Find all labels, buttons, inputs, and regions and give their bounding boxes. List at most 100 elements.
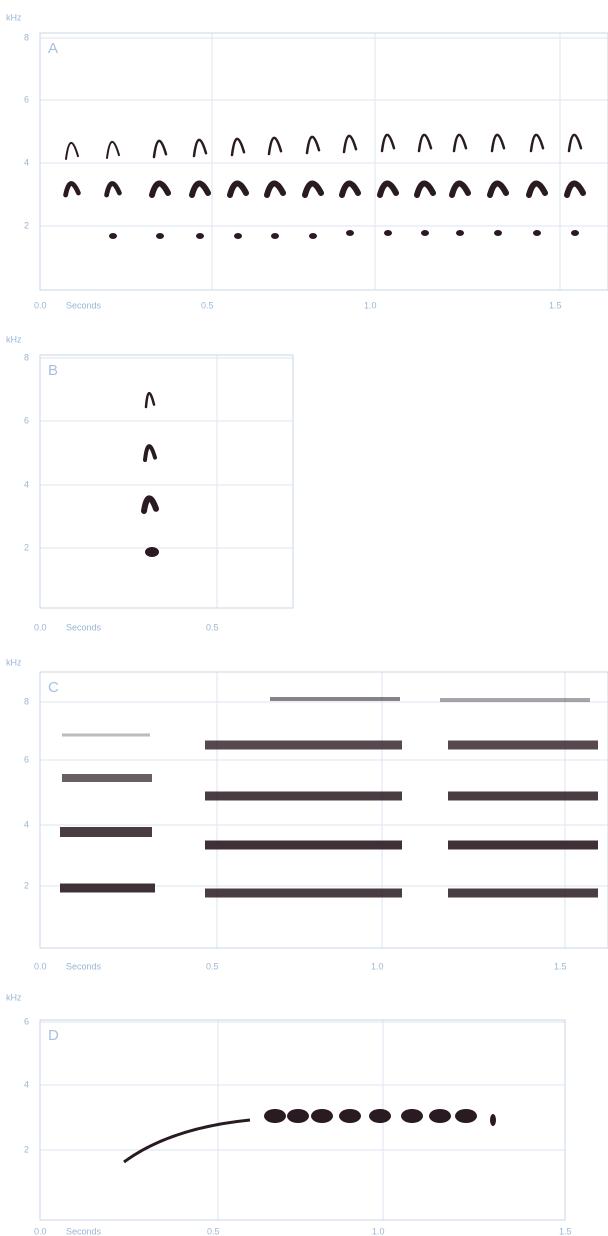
syllable-trace — [145, 446, 155, 460]
syllable-trace — [339, 1109, 361, 1123]
harmonic-band — [448, 792, 598, 801]
syllable-trace — [531, 135, 543, 151]
syllable-trace — [384, 230, 392, 236]
syllable-trace — [287, 1109, 309, 1123]
syllable-trace — [429, 1109, 451, 1123]
y-tick-label: 8 — [24, 352, 29, 362]
syllable-trace — [456, 230, 464, 236]
unit-label: kHz — [6, 992, 22, 1002]
syllable-trace — [567, 183, 583, 195]
x-unit-label: Seconds — [66, 300, 102, 310]
syllable-trace — [66, 143, 78, 159]
syllable-trace — [144, 498, 156, 511]
y-tick-label: 8 — [24, 32, 29, 42]
harmonic-band — [205, 741, 402, 750]
syllable-trace — [342, 183, 358, 195]
syllable-trace — [269, 138, 281, 154]
harmonic-band — [62, 734, 150, 737]
y-tick-label: 2 — [24, 1144, 29, 1154]
harmonic-band — [60, 884, 155, 893]
syllable-trace — [305, 183, 321, 195]
x-tick-label: 1.5 — [559, 1226, 572, 1236]
harmonic-band — [270, 697, 400, 701]
harmonic-band — [60, 827, 152, 837]
syllable-trace — [494, 230, 502, 236]
syllable-trace — [145, 547, 159, 557]
harmonic-band — [448, 841, 598, 850]
syllable-trace — [417, 183, 433, 195]
panel-letter: C — [48, 679, 59, 696]
syllable-trace — [196, 233, 204, 239]
syllable-trace — [152, 183, 168, 195]
x-tick-label: 0.5 — [206, 961, 219, 971]
plot-frame — [40, 672, 608, 948]
panel-letter: D — [48, 1027, 59, 1044]
y-tick-label: 4 — [24, 819, 29, 829]
harmonic-band — [62, 774, 152, 782]
syllable-trace — [192, 183, 208, 195]
syllable-trace — [380, 183, 396, 195]
y-tick-label: 2 — [24, 542, 29, 552]
syllable-trace — [455, 1109, 477, 1123]
syllable-trace — [419, 135, 431, 151]
x-tick-label: 0.5 — [207, 1226, 220, 1236]
syllable-trace — [194, 140, 206, 156]
y-tick-label: 6 — [24, 415, 29, 425]
x-start-label: 0.0 — [34, 300, 47, 310]
unit-label: kHz — [6, 334, 22, 344]
y-tick-label: 2 — [24, 220, 29, 230]
y-tick-label: 8 — [24, 696, 29, 706]
syllable-trace — [529, 183, 545, 195]
panel-letter: A — [48, 40, 58, 57]
syllable-trace — [154, 141, 166, 157]
syllable-trace — [490, 1114, 496, 1126]
x-unit-label: Seconds — [66, 1226, 102, 1236]
syllable-trace — [232, 139, 244, 155]
plot-frame — [40, 355, 293, 608]
harmonic-band — [205, 792, 402, 801]
y-tick-label: 6 — [24, 94, 29, 104]
syllable-trace — [533, 230, 541, 236]
syllable-trace — [309, 233, 317, 239]
x-unit-label: Seconds — [66, 622, 102, 632]
syllable-trace — [267, 183, 283, 195]
y-tick-label: 2 — [24, 880, 29, 890]
unit-label: kHz — [6, 657, 22, 667]
harmonic-band — [205, 841, 402, 850]
harmonic-band — [448, 889, 598, 898]
syllable-trace — [271, 233, 279, 239]
x-tick-label: 1.5 — [554, 961, 567, 971]
syllable-trace — [346, 230, 354, 236]
syllable-trace — [569, 135, 581, 151]
syllable-trace — [401, 1109, 423, 1123]
x-tick-label: 0.5 — [206, 622, 219, 632]
syllable-trace — [264, 1109, 286, 1123]
plot-frame — [40, 33, 608, 290]
x-tick-label: 0.5 — [201, 300, 214, 310]
syllable-trace — [124, 1120, 250, 1162]
x-tick-label: 1.0 — [364, 300, 377, 310]
syllable-trace — [311, 1109, 333, 1123]
syllable-trace — [492, 135, 504, 151]
syllable-trace — [107, 183, 120, 195]
x-tick-label: 1.0 — [371, 961, 384, 971]
syllable-trace — [156, 233, 164, 239]
syllable-trace — [421, 230, 429, 236]
syllable-trace — [452, 183, 468, 195]
syllable-trace — [454, 135, 466, 151]
x-unit-label: Seconds — [66, 961, 102, 971]
sonogram-figure: kHz A 8 6 4 2 0.0 Seconds 0.5 1.0 1.5 kHz B 8 6 4 2 0.0 Se… — [0, 0, 608, 1236]
syllable-trace — [234, 233, 242, 239]
syllable-trace — [344, 136, 356, 152]
panel-letter: B — [48, 362, 58, 379]
syllable-trace — [382, 135, 394, 151]
y-tick-label: 6 — [24, 1016, 29, 1026]
y-tick-label: 4 — [24, 1079, 29, 1089]
y-tick-label: 4 — [24, 479, 29, 489]
x-tick-label: 1.0 — [372, 1226, 385, 1236]
harmonic-band — [440, 698, 590, 702]
y-tick-label: 6 — [24, 754, 29, 764]
x-start-label: 0.0 — [34, 961, 47, 971]
syllable-trace — [107, 142, 119, 158]
syllable-trace — [490, 183, 506, 195]
